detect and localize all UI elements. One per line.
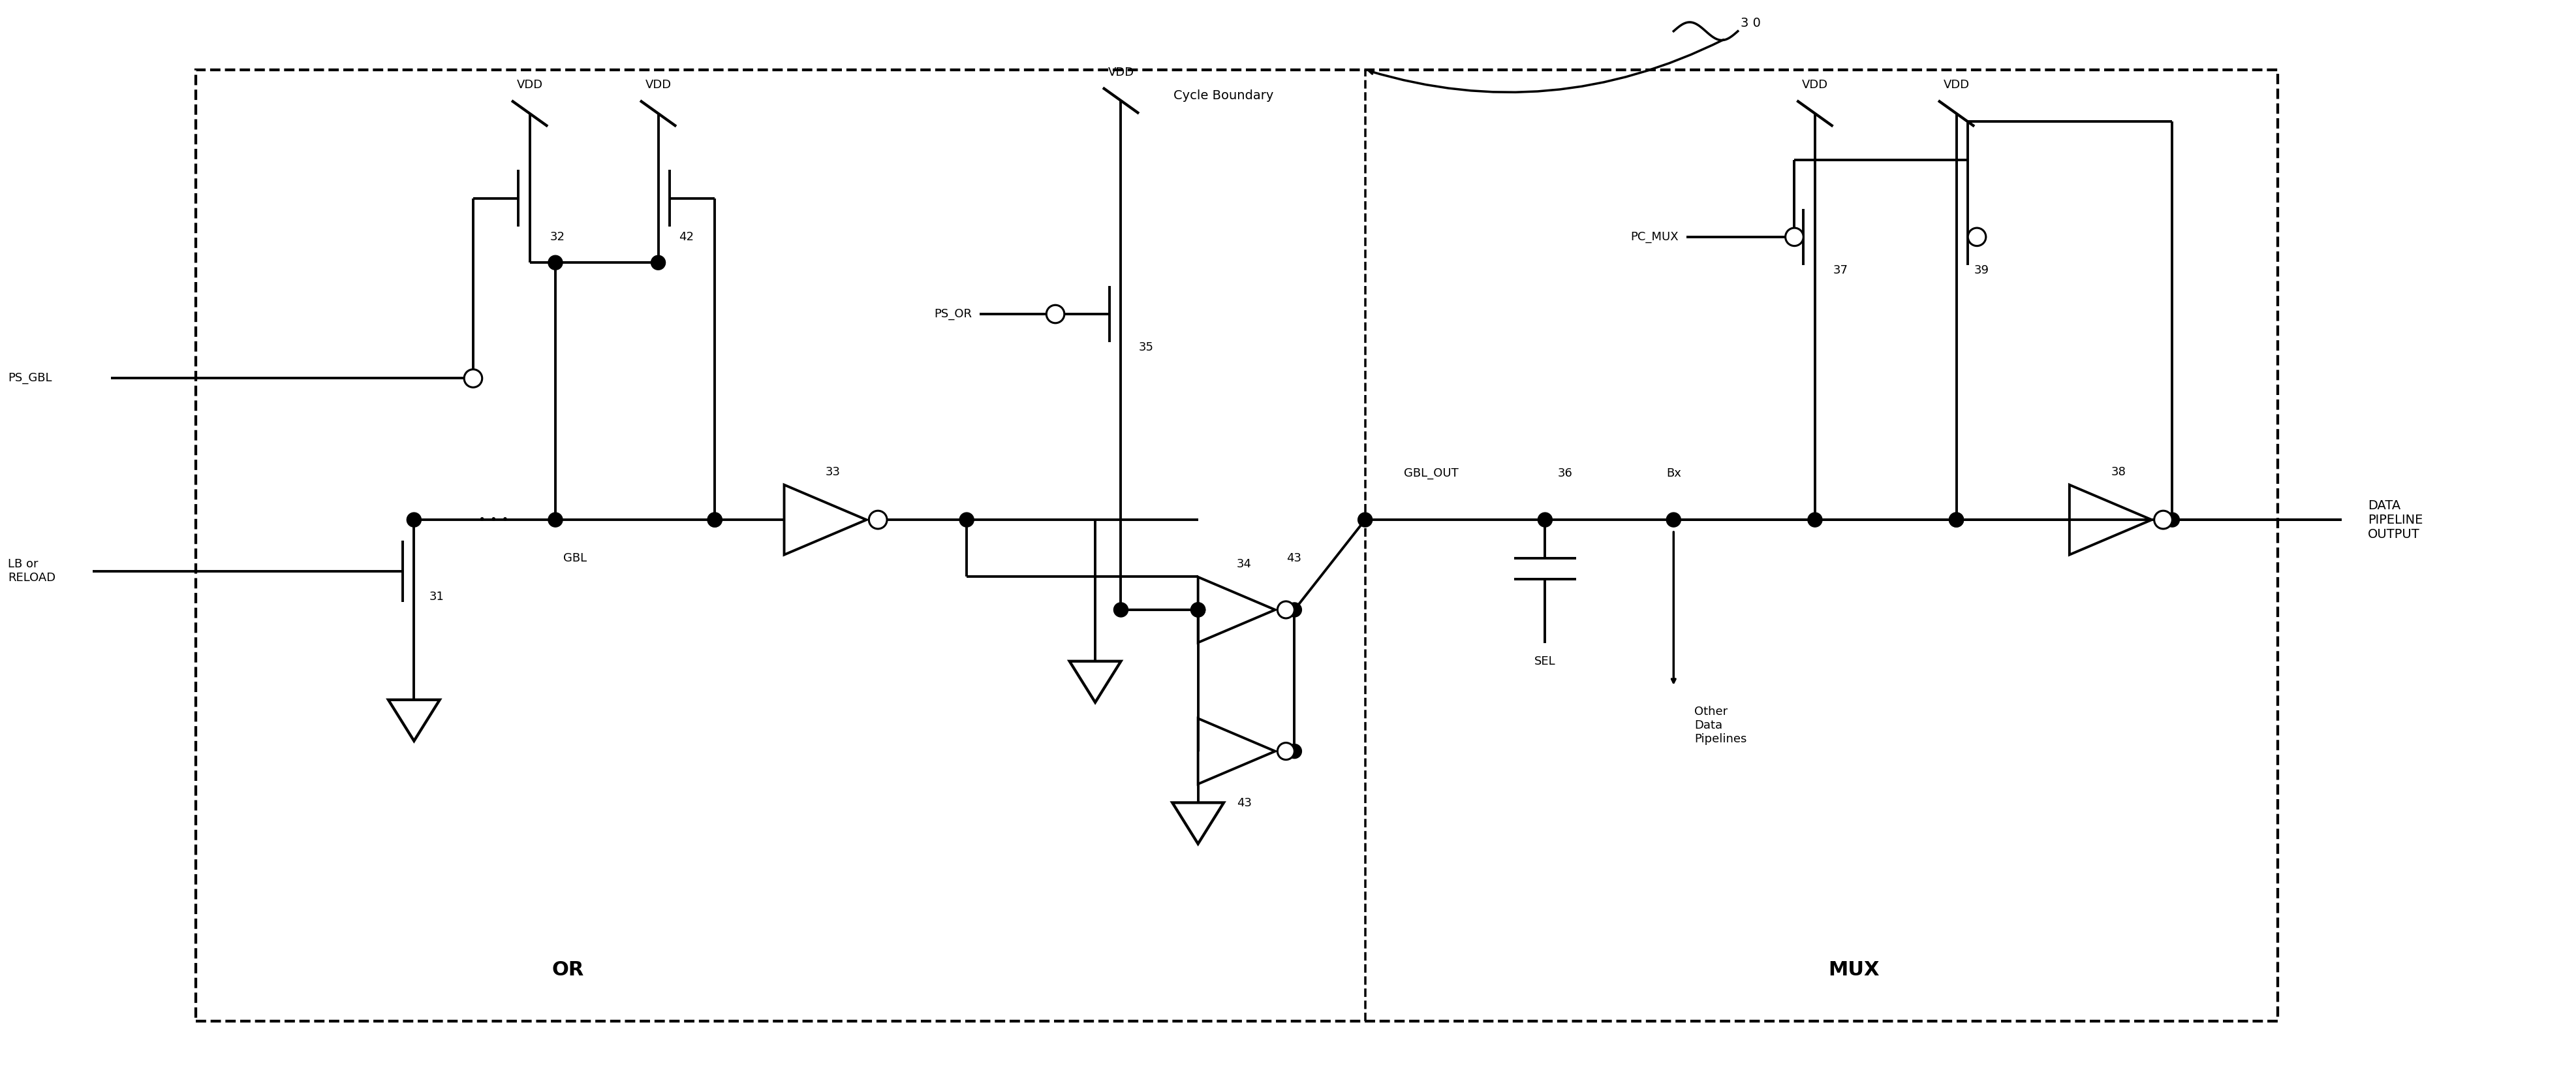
Circle shape [1358, 513, 1373, 527]
Text: 38: 38 [2110, 466, 2125, 478]
Text: PS_OR: PS_OR [935, 308, 971, 320]
Text: 31: 31 [430, 591, 446, 603]
Text: GBL_OUT: GBL_OUT [1404, 468, 1458, 479]
Text: SEL: SEL [1535, 656, 1556, 667]
Circle shape [1288, 744, 1301, 758]
Circle shape [1808, 513, 1821, 527]
Circle shape [652, 255, 665, 269]
Text: VDD: VDD [1942, 80, 1971, 91]
Circle shape [1278, 743, 1293, 759]
Circle shape [1288, 602, 1301, 618]
Text: PC_MUX: PC_MUX [1631, 231, 1680, 243]
Text: LB or
RELOAD: LB or RELOAD [8, 559, 57, 584]
Text: 42: 42 [680, 231, 693, 243]
Circle shape [549, 513, 562, 527]
Text: MUX: MUX [1829, 960, 1878, 980]
Circle shape [1113, 602, 1128, 618]
Text: VDD: VDD [1108, 67, 1133, 79]
Text: Bx: Bx [1667, 468, 1682, 479]
Circle shape [1667, 513, 1680, 527]
Text: 43: 43 [1288, 552, 1301, 564]
Text: 37: 37 [1834, 264, 1847, 276]
Circle shape [708, 513, 721, 527]
Circle shape [958, 513, 974, 527]
Circle shape [1190, 602, 1206, 618]
Circle shape [1538, 513, 1553, 527]
Text: 3 0: 3 0 [1741, 17, 1762, 29]
Circle shape [549, 255, 562, 269]
Circle shape [2154, 511, 2172, 529]
Text: VDD: VDD [1801, 80, 1829, 91]
Circle shape [1950, 513, 1963, 527]
Text: VDD: VDD [644, 80, 672, 91]
Text: Other
Data
Pipelines: Other Data Pipelines [1695, 706, 1747, 745]
Text: PS_GBL: PS_GBL [8, 372, 52, 384]
Text: 32: 32 [551, 231, 564, 243]
Text: Cycle Boundary: Cycle Boundary [1175, 89, 1273, 101]
Text: 35: 35 [1139, 341, 1154, 353]
Circle shape [1190, 602, 1206, 618]
Text: 43: 43 [1236, 796, 1252, 808]
Text: • • •: • • • [479, 514, 507, 526]
Text: DATA
PIPELINE
OUTPUT: DATA PIPELINE OUTPUT [2367, 500, 2421, 540]
Circle shape [868, 511, 886, 529]
Circle shape [1950, 513, 1963, 527]
Text: 39: 39 [1973, 264, 1989, 276]
Circle shape [708, 513, 721, 527]
Text: 36: 36 [1558, 468, 1574, 479]
Text: 33: 33 [824, 466, 840, 478]
Circle shape [1785, 228, 1803, 245]
Circle shape [2164, 513, 2179, 527]
Text: VDD: VDD [518, 80, 544, 91]
Circle shape [1278, 601, 1293, 619]
Text: OR: OR [551, 960, 585, 980]
Circle shape [464, 370, 482, 387]
Circle shape [1046, 305, 1064, 323]
Text: 34: 34 [1236, 559, 1252, 570]
Circle shape [1968, 228, 1986, 245]
Text: GBL: GBL [564, 552, 587, 564]
Circle shape [407, 513, 422, 527]
